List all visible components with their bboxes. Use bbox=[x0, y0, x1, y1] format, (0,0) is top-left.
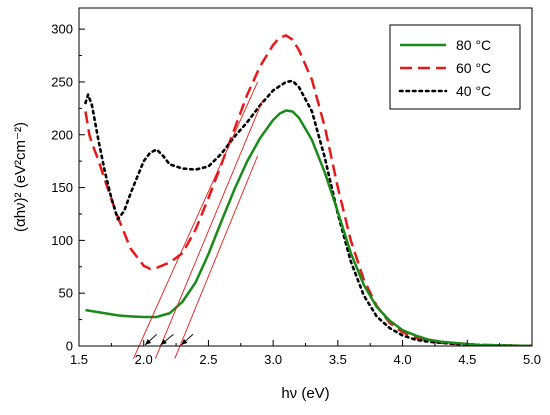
y-tick-label: 150 bbox=[51, 180, 73, 195]
x-tick-label: 2.0 bbox=[135, 352, 153, 367]
x-tick-label: 4.0 bbox=[394, 352, 412, 367]
x-tick-label: 1.5 bbox=[70, 352, 88, 367]
arrow-head bbox=[145, 338, 152, 345]
arrow-head bbox=[181, 338, 188, 345]
tangent-line-1 bbox=[132, 81, 259, 359]
y-tick-label: 200 bbox=[51, 127, 73, 142]
y-axis-label: (αhν)² (eV²cm⁻²) bbox=[12, 122, 29, 232]
extrapolation-arrow-1 bbox=[144, 334, 157, 346]
series-line-40-c bbox=[84, 79, 532, 346]
extrapolation-arrow-3 bbox=[180, 334, 194, 346]
plot-layer bbox=[84, 34, 532, 359]
x-tick-label: 3.5 bbox=[329, 352, 347, 367]
legend-label-60-c: 60 °C bbox=[456, 60, 491, 76]
x-axis-label: hν (eV) bbox=[281, 385, 329, 402]
legend-label-80-c: 80 °C bbox=[456, 37, 491, 53]
tangent-line-2 bbox=[154, 99, 264, 359]
y-tick-label: 100 bbox=[51, 233, 73, 248]
x-tick-label: 5.0 bbox=[523, 352, 541, 367]
x-tick-label: 4.5 bbox=[458, 352, 476, 367]
y-tick-label: 300 bbox=[51, 22, 73, 37]
series-line-60-c bbox=[84, 34, 532, 346]
extrapolation-arrow-2 bbox=[160, 334, 174, 346]
x-tick-label: 3.0 bbox=[264, 352, 282, 367]
legend-label-40-c: 40 °C bbox=[456, 83, 491, 99]
tangent-line-3 bbox=[174, 155, 259, 359]
series-line-80-c bbox=[85, 109, 532, 346]
x-tick-label: 2.5 bbox=[199, 352, 217, 367]
y-tick-label: 250 bbox=[51, 74, 73, 89]
axis-layer: 1.5 2.0 2.5 3.0 3.5 4.0 4.5 5.0 0 50 100 150 200 250 3… bbox=[51, 7, 541, 367]
legend: 80 °C 60 °C 40 °C bbox=[389, 24, 521, 110]
arrow-head bbox=[160, 339, 167, 345]
y-tick-label: 0 bbox=[66, 339, 73, 354]
y-tick-label: 50 bbox=[59, 286, 73, 301]
axis-labels: hν (eV) (αhν)² (eV²cm⁻²) bbox=[12, 122, 330, 402]
